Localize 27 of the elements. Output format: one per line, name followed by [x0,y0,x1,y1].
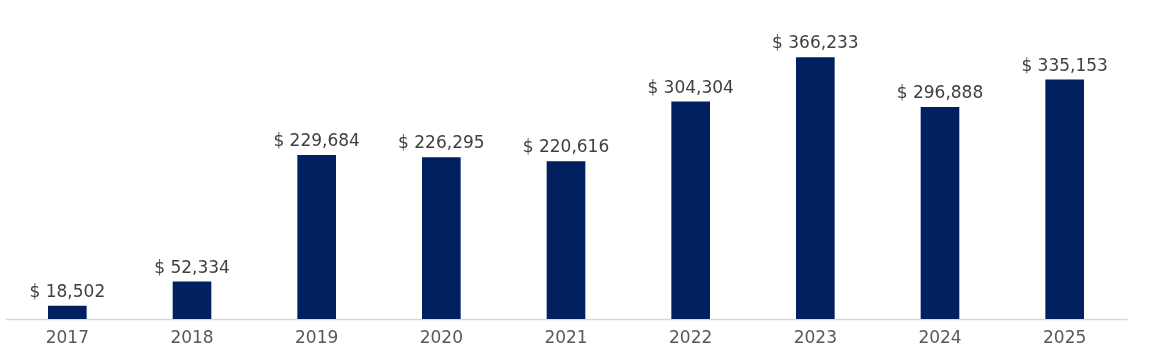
x-tick-label: 2021 [544,326,588,347]
x-tick-label: 2017 [45,326,89,347]
bar [297,154,336,319]
bar [546,161,586,319]
data-label: $ 366,233 [772,32,859,53]
data-label: $ 226,295 [398,132,485,153]
bar [172,281,212,319]
data-label: $ 220,616 [522,136,610,157]
bar [1045,79,1084,319]
bar [48,305,87,319]
bar [920,106,960,319]
data-label: $ 18,502 [29,280,106,301]
x-tick-label: 2023 [793,326,837,347]
data-label: $ 335,153 [1021,54,1108,75]
bar [422,157,461,319]
data-label: $ 229,684 [273,129,360,150]
x-tick-label: 2019 [295,326,339,347]
x-tick-label: 2018 [170,326,214,347]
x-tick-label: 2022 [669,326,713,347]
bar [671,101,710,319]
x-tick-label: 2024 [918,326,962,347]
bar [796,57,835,319]
data-label: $ 304,304 [647,76,734,97]
data-label: $ 296,888 [896,81,984,102]
x-tick-label: 2025 [1043,326,1087,347]
data-label: $ 52,334 [154,256,230,277]
x-tick-label: 2020 [419,326,463,347]
